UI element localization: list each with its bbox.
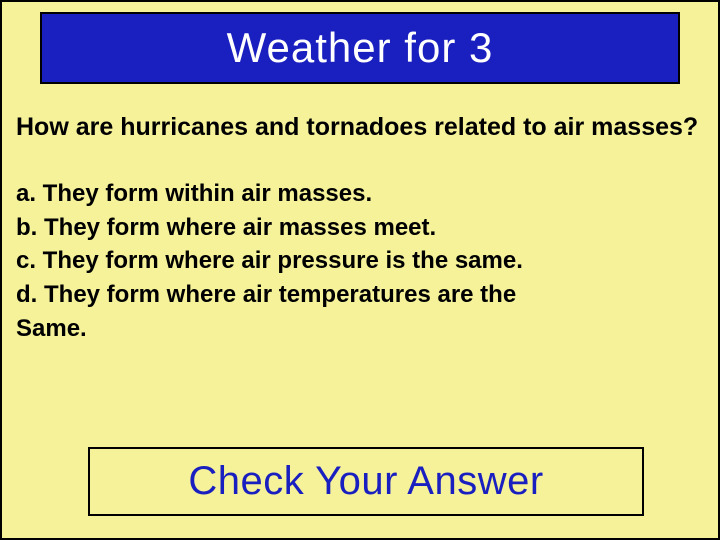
slide-title: Weather for 3 [50, 24, 670, 72]
check-answer-button[interactable]: Check Your Answer [88, 447, 644, 516]
option-c: c. They form where air pressure is the s… [16, 244, 704, 278]
options-list: a. They form within air masses. b. They … [16, 177, 704, 345]
question-text: How are hurricanes and tornadoes related… [16, 112, 704, 143]
option-b: b. They form where air masses meet. [16, 211, 704, 245]
option-a: a. They form within air masses. [16, 177, 704, 211]
slide: Weather for 3 How are hurricanes and tor… [0, 0, 720, 540]
check-answer-label: Check Your Answer [98, 459, 634, 504]
title-box: Weather for 3 [40, 12, 680, 84]
option-d: d. They form where air temperatures are … [16, 278, 704, 312]
option-d-cont: Same. [16, 312, 704, 346]
